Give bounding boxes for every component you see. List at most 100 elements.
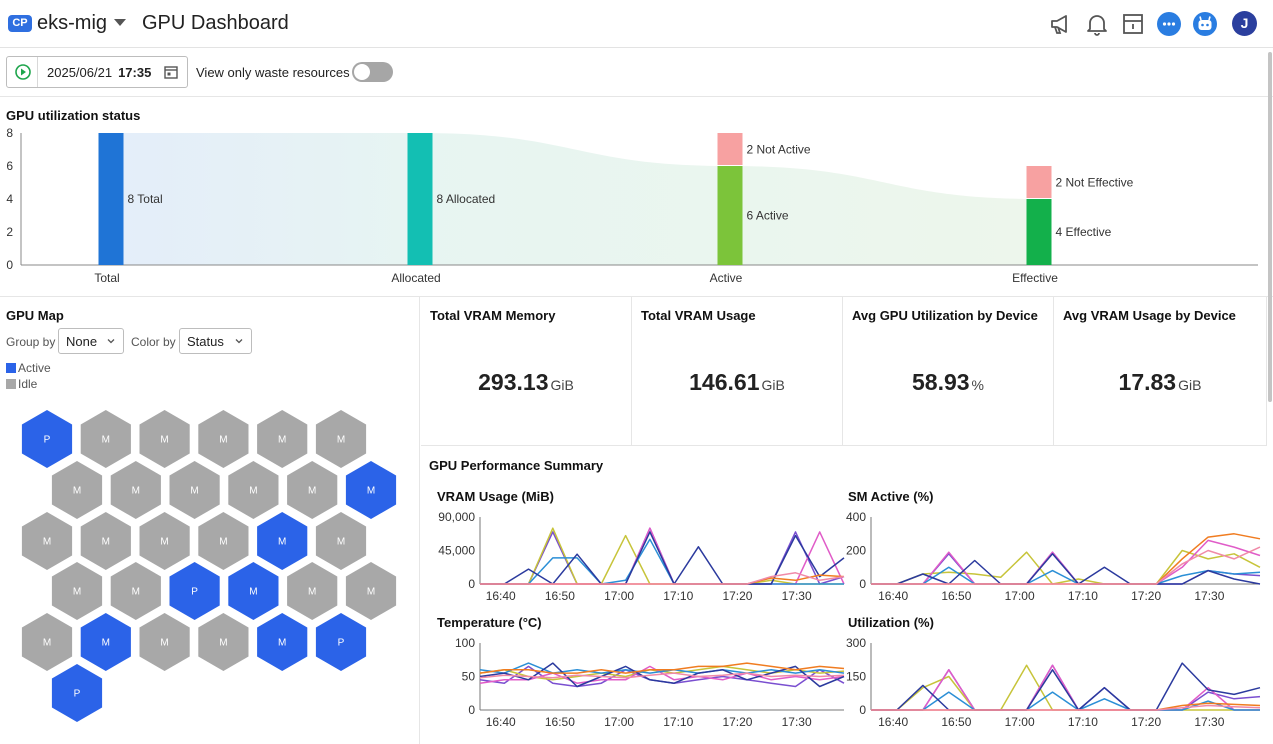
gpu-hex[interactable]: M bbox=[287, 461, 338, 519]
play-button[interactable] bbox=[7, 57, 38, 87]
gpu-hex[interactable]: M bbox=[315, 410, 367, 468]
gpu-hex-map: P M M M M M M M M M M M M M M M M M M M P M M M M M M M M P P bbox=[21, 410, 397, 722]
card-unit: % bbox=[971, 377, 984, 393]
hex-label: M bbox=[337, 435, 345, 446]
hex-shape bbox=[80, 512, 131, 570]
hex-shape bbox=[21, 512, 73, 570]
gpu-hex[interactable]: M bbox=[228, 461, 279, 519]
gpu-hex[interactable]: M bbox=[80, 512, 131, 570]
hex-shape bbox=[139, 410, 190, 468]
x-tick-label: 17:30 bbox=[1194, 589, 1224, 603]
hex-shape bbox=[345, 562, 397, 620]
gpu-hex[interactable]: M bbox=[198, 512, 249, 570]
x-tick-label: 17:10 bbox=[1068, 715, 1098, 729]
gpu-hex[interactable]: M bbox=[257, 512, 308, 570]
gpu-hex[interactable]: M bbox=[169, 461, 220, 519]
hex-shape bbox=[315, 613, 367, 671]
gpu-hex[interactable]: M bbox=[80, 613, 131, 671]
hex-shape bbox=[198, 410, 249, 468]
utilization-title: GPU utilization status bbox=[6, 108, 141, 123]
y-tick-label: 300 bbox=[846, 636, 866, 650]
gpu-hex[interactable]: P bbox=[169, 562, 220, 620]
y-tick-label: 0 bbox=[859, 703, 866, 717]
card-unit: GiB bbox=[761, 377, 785, 393]
date-value: 2025/06/21 bbox=[47, 65, 113, 80]
user-avatar[interactable]: J bbox=[1232, 11, 1257, 36]
group-by-select[interactable]: None bbox=[58, 328, 124, 354]
x-tick-label: Total bbox=[94, 271, 119, 285]
hex-shape bbox=[315, 512, 367, 570]
hex-shape bbox=[345, 461, 397, 519]
caret-down-icon[interactable] bbox=[114, 19, 126, 26]
hex-label: M bbox=[160, 435, 168, 446]
gpu-hex[interactable]: M bbox=[110, 461, 161, 519]
waste-toggle[interactable] bbox=[352, 62, 393, 82]
megaphone-icon[interactable] bbox=[1048, 11, 1074, 37]
gpu-hex[interactable]: M bbox=[110, 562, 161, 620]
card-number: 293.13 bbox=[478, 369, 549, 395]
hex-shape bbox=[110, 562, 161, 620]
series-line-gpu-5 bbox=[871, 662, 1261, 711]
y-tick-label: 100 bbox=[455, 636, 475, 650]
hex-label: M bbox=[43, 537, 51, 548]
x-tick-label: 17:20 bbox=[1131, 715, 1161, 729]
gpu-map-title: GPU Map bbox=[6, 308, 64, 323]
series-line-gpu-3 bbox=[871, 664, 1260, 711]
gpu-hex[interactable]: M bbox=[198, 410, 249, 468]
gpu-hex[interactable]: M bbox=[139, 512, 190, 570]
y-tick-label: 0 bbox=[468, 703, 475, 717]
gpu-hex[interactable]: M bbox=[315, 512, 367, 570]
date-display[interactable]: 2025/06/21 17:35 bbox=[47, 65, 151, 80]
card-value: 58.93% bbox=[843, 369, 1053, 396]
chat-icon[interactable] bbox=[1156, 11, 1182, 37]
x-tick-label: 17:30 bbox=[1194, 715, 1224, 729]
x-tick-label: 16:50 bbox=[941, 589, 971, 603]
hex-shape bbox=[139, 512, 190, 570]
hex-label: M bbox=[160, 537, 168, 548]
calendar-icon[interactable] bbox=[163, 64, 179, 80]
card-avg-vram-usage: Avg VRAM Usage by Device 17.83 GiB bbox=[1054, 297, 1267, 446]
gpu-hex[interactable]: M bbox=[345, 562, 397, 620]
gpu-hex[interactable]: M bbox=[228, 562, 279, 620]
utilization-pct-chart: 0 150 300 16:40 16:50 17:00 17:10 17:20 17:30 bbox=[846, 636, 1261, 729]
hex-label: M bbox=[73, 587, 81, 598]
scrollbar[interactable] bbox=[1268, 52, 1272, 402]
gpu-hex[interactable]: M bbox=[21, 613, 73, 671]
gpu-hex[interactable]: P bbox=[21, 410, 73, 468]
group-by-label: Group by bbox=[6, 335, 56, 349]
gpu-hex[interactable]: M bbox=[51, 562, 103, 620]
x-tick-label: 17:30 bbox=[782, 589, 812, 603]
bot-icon[interactable] bbox=[1192, 11, 1218, 37]
sm-active-chart: 0 200 400 16:40 16:50 17:00 17:10 17:20 17:30 bbox=[846, 510, 1261, 603]
gpu-hex[interactable]: M bbox=[51, 461, 103, 519]
y-tick-label: 8 bbox=[6, 126, 13, 140]
gpu-hex[interactable]: M bbox=[257, 613, 308, 671]
project-badge[interactable]: CP bbox=[8, 15, 32, 32]
color-by-select[interactable]: Status bbox=[179, 328, 252, 354]
gpu-hex[interactable]: P bbox=[51, 664, 103, 722]
y-tick-label: 150 bbox=[846, 670, 866, 684]
hex-label: M bbox=[219, 537, 227, 548]
gpu-hex[interactable]: M bbox=[80, 410, 131, 468]
gpu-hex[interactable]: M bbox=[198, 613, 249, 671]
card-number: 17.83 bbox=[1118, 369, 1177, 395]
hex-label: P bbox=[44, 435, 51, 446]
archive-icon[interactable] bbox=[1120, 11, 1146, 37]
gpu-hex[interactable]: M bbox=[257, 410, 308, 468]
hex-shape bbox=[198, 512, 249, 570]
gpu-hex[interactable]: M bbox=[345, 461, 397, 519]
card-number: 58.93 bbox=[911, 369, 970, 395]
gpu-hex[interactable]: M bbox=[139, 613, 190, 671]
y-tick-label: 0 bbox=[6, 258, 13, 272]
bell-icon[interactable] bbox=[1084, 11, 1110, 37]
gpu-hex[interactable]: P bbox=[315, 613, 367, 671]
project-selector[interactable]: eks-mig bbox=[37, 12, 108, 34]
gpu-hex[interactable]: M bbox=[287, 562, 338, 620]
toolbar: 2025/06/21 17:35 View only waste resource… bbox=[0, 48, 1273, 97]
gpu-hex[interactable]: M bbox=[21, 512, 73, 570]
series-line-gpu-4 bbox=[871, 566, 1261, 585]
date-picker[interactable]: 2025/06/21 17:35 bbox=[6, 56, 188, 88]
hex-shape bbox=[139, 613, 190, 671]
gpu-hex[interactable]: M bbox=[139, 410, 190, 468]
hex-label: M bbox=[43, 638, 51, 649]
